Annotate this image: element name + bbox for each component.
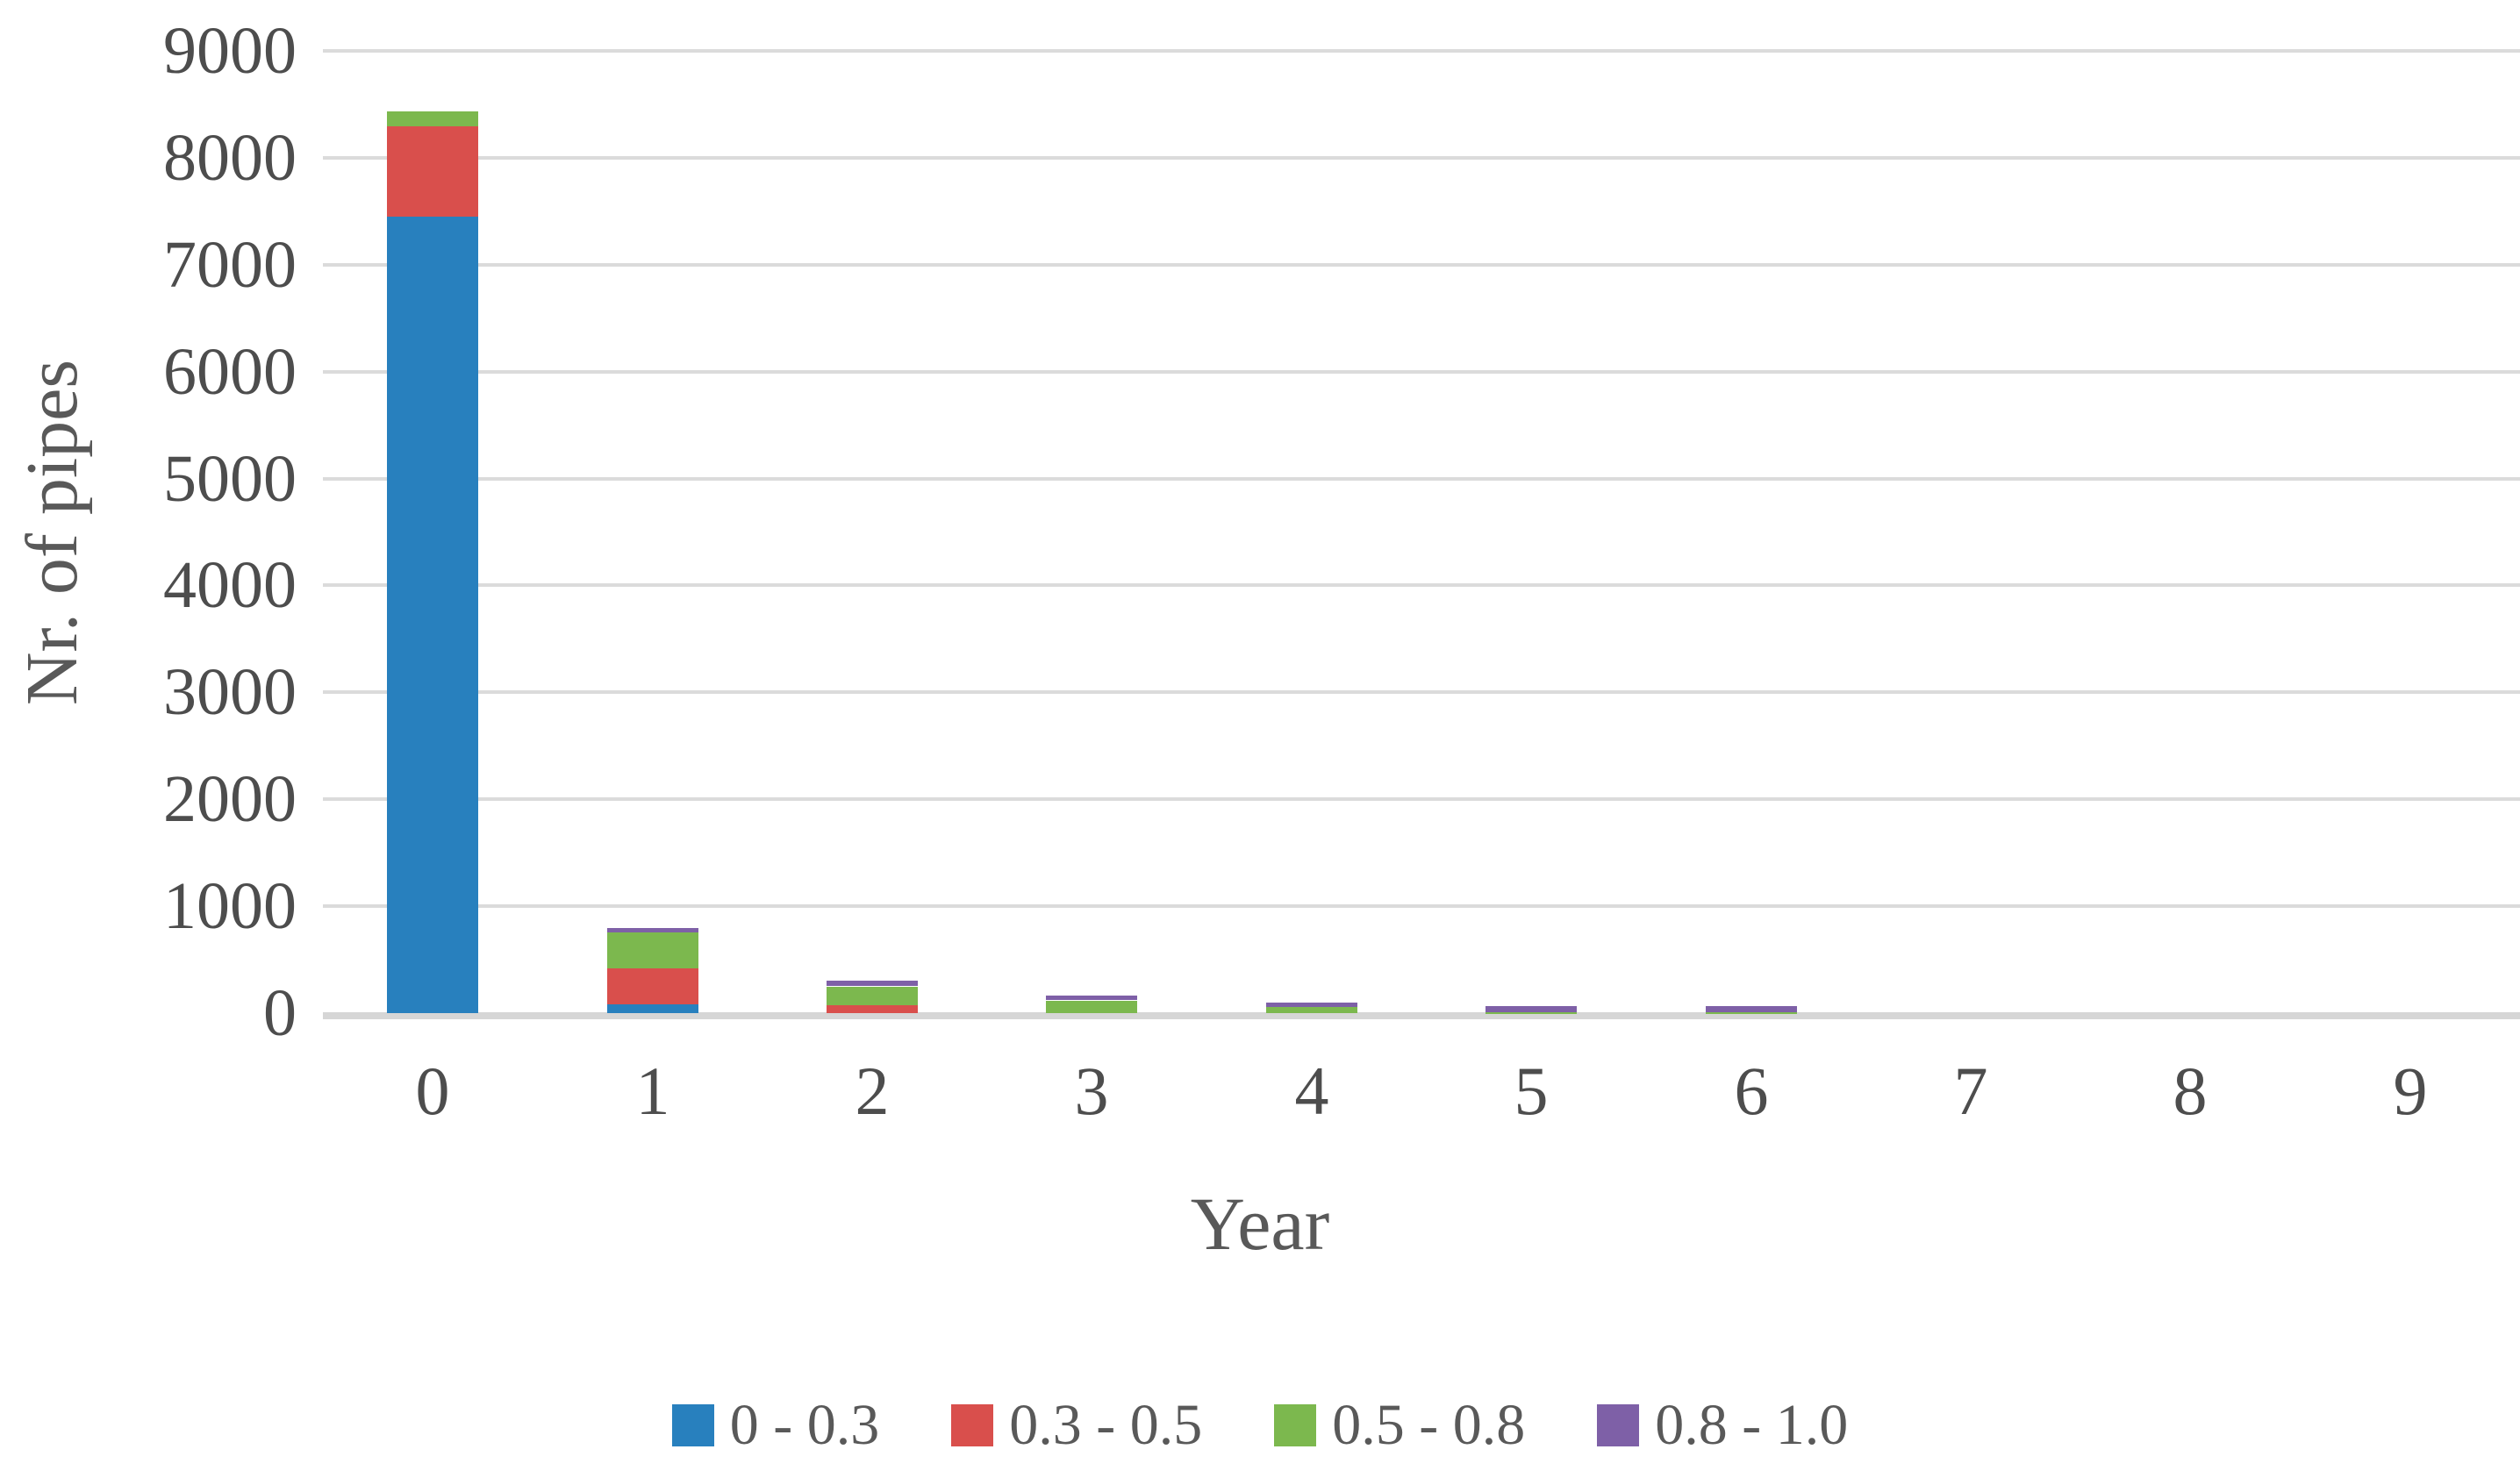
y-tick-label-2000: 2000 (163, 762, 297, 836)
bar-year1-series-2 (607, 968, 698, 1004)
legend-swatch-icon (1274, 1404, 1317, 1446)
legend-item-1: 0 - 0.3 (671, 1393, 880, 1457)
y-tick-label-0: 0 (263, 976, 297, 1050)
x-tick-label-5: 5 (1514, 1053, 1549, 1129)
legend-label: 0 - 0.3 (729, 1393, 880, 1457)
x-tick-label-2: 2 (855, 1053, 890, 1129)
y-tick-label-1000: 1000 (163, 869, 297, 943)
gridline-5000 (323, 477, 2520, 481)
bar-year1-series-3 (607, 932, 698, 968)
legend-label: 0.5 - 0.8 (1332, 1393, 1526, 1457)
x-tick-label-6: 6 (1734, 1053, 1769, 1129)
legend-swatch-icon (671, 1404, 714, 1446)
y-tick-label-9000: 9000 (163, 14, 297, 88)
y-tick-label-8000: 8000 (163, 121, 297, 195)
gridline-2000 (323, 797, 2520, 801)
gridline-3000 (323, 690, 2520, 694)
y-tick-label-4000: 4000 (163, 548, 297, 622)
x-tick-label-1: 1 (635, 1053, 670, 1129)
gridline-4000 (323, 583, 2520, 587)
gridline-7000 (323, 263, 2520, 267)
gridline-1000 (323, 904, 2520, 908)
bar-year4-series-3 (1266, 1007, 1357, 1013)
bar-year2-series-4 (827, 981, 918, 986)
legend-label: 0.8 - 1.0 (1655, 1393, 1849, 1457)
gridline-6000 (323, 370, 2520, 374)
bar-year5-series-3 (1486, 1012, 1577, 1014)
x-tick-label-8: 8 (2173, 1053, 2208, 1129)
bar-year6-series-4 (1706, 1006, 1797, 1012)
y-tick-label-3000: 3000 (163, 655, 297, 729)
legend-item-4: 0.8 - 1.0 (1597, 1396, 1848, 1454)
y-axis-title: Nr. of pipes (11, 359, 93, 706)
bar-year1-series-1 (607, 1004, 698, 1013)
bar-year5-series-4 (1486, 1006, 1577, 1012)
x-tick-label-9: 9 (2393, 1053, 2428, 1129)
bar-year6-series-3 (1706, 1012, 1797, 1014)
legend-item-2: 0.3 - 0.5 (951, 1396, 1202, 1454)
x-axis-line (323, 1012, 2520, 1019)
bar-year0-series-1 (387, 217, 478, 1013)
y-tick-label-5000: 5000 (163, 442, 297, 516)
bar-year4-series-4 (1266, 1003, 1357, 1007)
legend-swatch-icon (951, 1404, 994, 1446)
gridline-9000 (323, 49, 2520, 53)
bar-year0-series-2 (387, 126, 478, 217)
bar-year2-series-2 (827, 1004, 918, 1013)
x-tick-label-7: 7 (1953, 1053, 1988, 1129)
bar-year0-series-3 (387, 111, 478, 126)
x-tick-label-4: 4 (1294, 1053, 1329, 1129)
bar-year3-series-3 (1046, 1001, 1137, 1013)
x-tick-label-0: 0 (415, 1053, 450, 1129)
x-tick-label-3: 3 (1074, 1053, 1109, 1129)
x-axis-title: Year (1190, 1182, 1330, 1266)
legend-label: 0.3 - 0.5 (1009, 1393, 1203, 1457)
y-tick-label-6000: 6000 (163, 335, 297, 409)
bar-year2-series-3 (827, 987, 918, 1005)
y-tick-label-7000: 7000 (163, 228, 297, 302)
legend: 0 - 0.3 0.3 - 0.5 0.5 - 0.8 0.8 - 1.0 (0, 1396, 2520, 1454)
gridline-8000 (323, 156, 2520, 160)
bar-year1-series-4 (607, 928, 698, 932)
legend-swatch-icon (1597, 1404, 1640, 1446)
bar-year3-series-4 (1046, 996, 1137, 1000)
legend-item-3: 0.5 - 0.8 (1274, 1396, 1525, 1454)
